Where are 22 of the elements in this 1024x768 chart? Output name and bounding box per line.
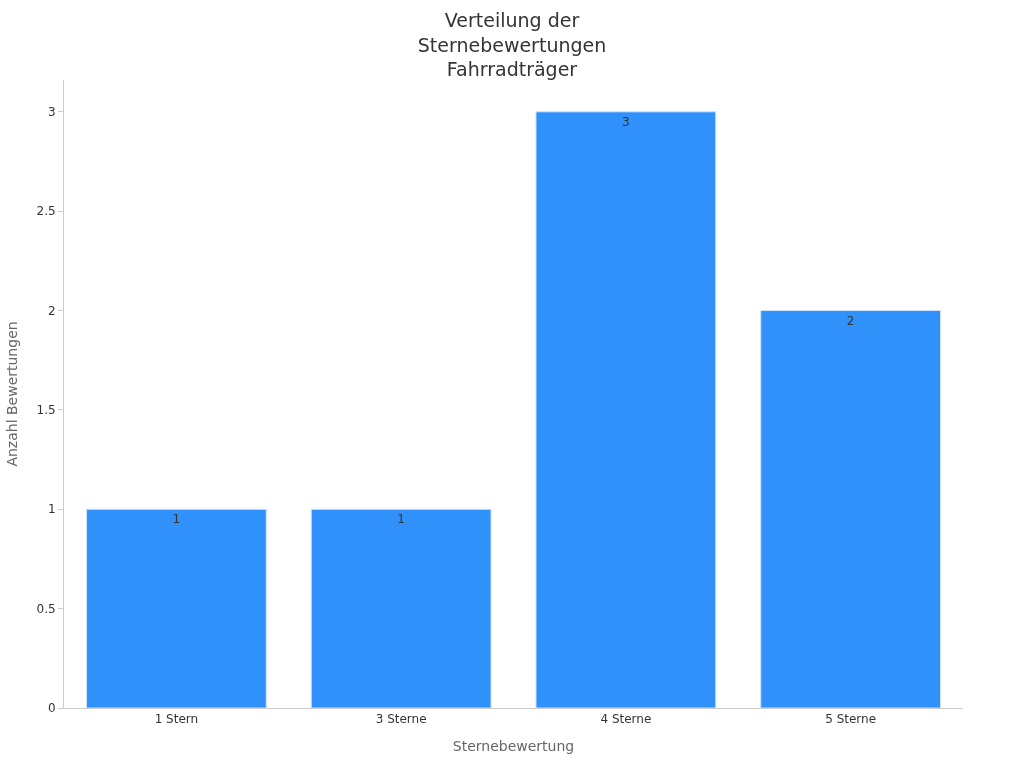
data-label: 1 (172, 512, 181, 527)
y-tick-label: 2.5 (36, 204, 56, 219)
x-tick-label: 1 Stern (154, 712, 199, 727)
data-label: 3 (622, 114, 630, 129)
y-axis-title: Anzahl Bewertungen (4, 321, 21, 467)
bar (760, 310, 942, 708)
y-tick-label: 0.5 (36, 601, 56, 616)
x-tick-label: 5 Sterne (825, 712, 877, 727)
y-tick-label: 2 (47, 303, 56, 318)
data-label: 1 (397, 512, 405, 527)
x-tick-label: 4 Sterne (600, 712, 652, 727)
y-tick-label: 1.5 (36, 403, 56, 418)
x-tick-label: 3 Sterne (375, 712, 427, 727)
y-tick-label: 0 (47, 701, 56, 716)
y-tick-label: 1 (47, 502, 56, 517)
data-label: 2 (846, 313, 855, 328)
bar (535, 111, 717, 708)
y-tick-label: 3 (47, 105, 56, 119)
x-axis-title: Sternebewertung (452, 737, 575, 754)
bar (85, 508, 267, 708)
bar (310, 508, 492, 708)
chart-title: Verteilung der Sternebewertungen Fahrradträger (417, 8, 607, 81)
